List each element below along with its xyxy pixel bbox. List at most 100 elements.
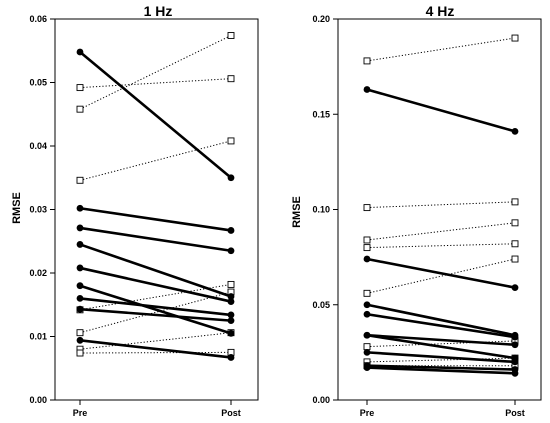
filled-circle-marker xyxy=(227,317,235,325)
filled-circle-marker xyxy=(76,241,84,248)
chart-4hz: 4 Hz RMSE 0.00 0.05 0.10 0.15 0.20 Pre Post xyxy=(291,3,542,418)
y-tick-label: 0.01 xyxy=(29,332,47,342)
open-square-marker xyxy=(511,34,519,42)
solid-line xyxy=(79,226,232,253)
solid-line xyxy=(79,243,232,298)
open-square-marker xyxy=(363,289,371,297)
filled-circle-marker xyxy=(363,255,371,263)
filled-circle-marker xyxy=(76,305,84,313)
filled-circle-marker xyxy=(76,336,84,344)
series-markers xyxy=(76,32,235,361)
open-square-marker xyxy=(227,75,235,83)
filled-circle-marker xyxy=(363,348,371,356)
filled-circle-marker xyxy=(76,224,84,232)
y-axis: 0.00 0.01 0.02 0.03 0.04 0.05 0.06 xyxy=(29,14,55,405)
solid-line xyxy=(79,266,232,303)
y-tick-label: 0.05 xyxy=(29,78,47,88)
open-square-marker xyxy=(76,349,84,357)
y-tick-label: 0.03 xyxy=(29,205,47,215)
filled-circle-marker xyxy=(363,301,371,309)
y-tick-label: 0.02 xyxy=(29,268,47,278)
x-tick-label: Post xyxy=(505,408,525,418)
filled-circle-marker xyxy=(227,247,235,255)
open-square-marker xyxy=(511,219,519,227)
open-square-marker xyxy=(511,255,519,263)
chart-1hz: 1 Hz RMSE 0.00 0.01 0.02 0.03 0.04 0.05 0.06 P… xyxy=(11,3,259,418)
x-tick-label: Post xyxy=(221,408,241,418)
solid-line xyxy=(79,297,232,317)
solid-line xyxy=(366,312,516,339)
filled-circle-marker xyxy=(511,358,519,366)
dotted-line xyxy=(366,222,516,241)
open-square-marker xyxy=(76,105,84,113)
filled-circle-marker xyxy=(363,331,371,339)
filled-circle-marker xyxy=(76,48,84,56)
open-square-marker xyxy=(76,176,84,184)
open-square-marker xyxy=(227,280,235,288)
filled-circle-marker xyxy=(227,329,235,337)
y-tick-label: 0.04 xyxy=(29,141,47,151)
filled-circle-marker xyxy=(511,341,519,349)
dotted-line xyxy=(79,35,232,110)
open-square-marker xyxy=(363,343,371,351)
filled-circle-marker xyxy=(363,310,371,318)
solid-line xyxy=(366,88,516,133)
y-axis-label: RMSE xyxy=(11,192,23,224)
y-tick-label: 0.15 xyxy=(312,109,330,119)
open-square-marker xyxy=(76,84,84,92)
y-tick-label: 0.10 xyxy=(312,205,330,215)
open-square-marker xyxy=(227,32,235,39)
solid-line xyxy=(79,284,232,335)
filled-circle-marker xyxy=(511,284,519,292)
y-tick-label: 0.00 xyxy=(29,395,47,405)
x-axis: Pre Post xyxy=(360,400,525,418)
y-tick-label: 0.20 xyxy=(312,14,330,24)
filled-circle-marker xyxy=(227,174,235,182)
dotted-line xyxy=(366,201,516,209)
open-square-marker xyxy=(227,137,235,145)
y-axis: 0.00 0.05 0.10 0.15 0.20 xyxy=(312,14,338,405)
y-tick-label: 0.05 xyxy=(312,300,330,310)
filled-circle-marker xyxy=(511,127,519,135)
solid-line xyxy=(366,366,516,375)
dotted-line xyxy=(79,351,232,354)
y-axis-label: RMSE xyxy=(291,196,303,228)
filled-circle-marker xyxy=(363,364,371,372)
solid-line xyxy=(366,364,516,371)
dotted-line xyxy=(79,332,232,350)
y-tick-label: 0.06 xyxy=(29,14,47,24)
dotted-line xyxy=(79,78,232,89)
dotted-line xyxy=(79,140,232,181)
open-square-marker xyxy=(363,244,371,252)
solid-line xyxy=(366,333,516,347)
solid-line xyxy=(79,307,232,322)
x-tick-label: Pre xyxy=(360,408,375,418)
filled-circle-marker xyxy=(363,86,371,93)
filled-circle-marker xyxy=(76,295,84,302)
solid-line xyxy=(366,303,516,337)
filled-circle-marker xyxy=(227,293,235,300)
dotted-line xyxy=(79,291,232,334)
open-square-marker xyxy=(511,240,519,248)
filled-circle-marker xyxy=(227,354,235,361)
solid-line xyxy=(366,333,516,360)
y-tick-label: 0.00 xyxy=(312,395,330,405)
dotted-line xyxy=(366,357,516,363)
series-markers xyxy=(363,34,519,377)
series-lines xyxy=(366,37,516,375)
filled-circle-marker xyxy=(76,264,84,272)
filled-circle-marker xyxy=(227,311,235,319)
dotted-line xyxy=(366,340,516,348)
open-square-marker xyxy=(363,236,371,244)
solid-line xyxy=(366,257,516,289)
dotted-line xyxy=(366,37,516,62)
solid-line xyxy=(79,339,232,359)
solid-line xyxy=(366,351,516,364)
x-axis: Pre Post xyxy=(73,400,241,418)
open-square-marker xyxy=(511,198,519,206)
solid-line xyxy=(79,51,232,179)
filled-circle-marker xyxy=(511,369,519,377)
series-lines xyxy=(79,35,232,359)
dotted-line xyxy=(366,243,516,249)
